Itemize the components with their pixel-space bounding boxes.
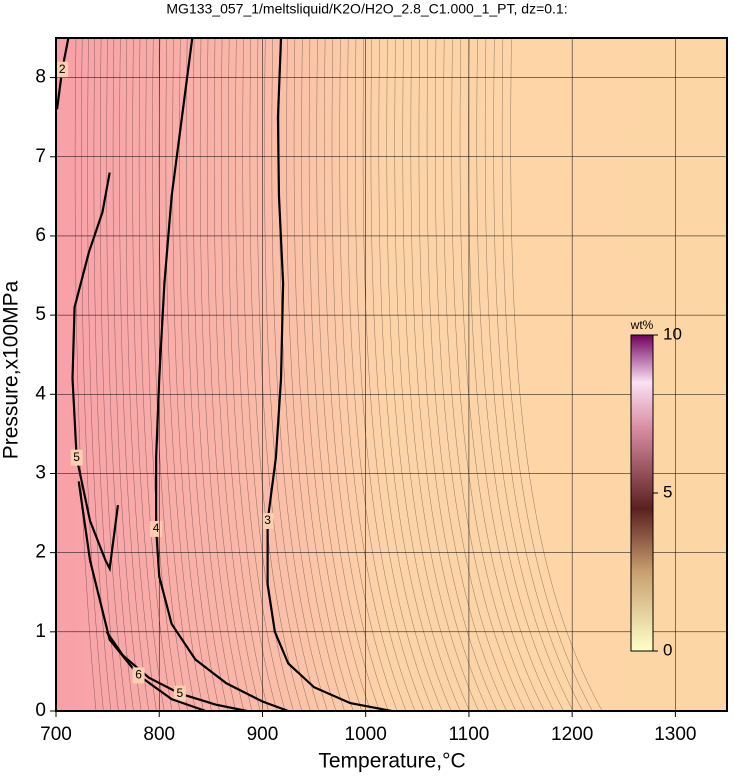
contour-label-bg xyxy=(261,512,274,529)
contour-label: 2 xyxy=(59,62,66,76)
thin-contour xyxy=(468,37,555,712)
contour-label: 3 xyxy=(264,513,271,527)
thin-contour xyxy=(324,37,389,712)
y-tick-label: 3 xyxy=(35,462,46,483)
thin-contour xyxy=(87,37,112,712)
x-tick-label: 700 xyxy=(40,724,72,745)
thin-contour xyxy=(172,37,212,712)
thin-contour xyxy=(228,37,277,712)
thin-contour xyxy=(426,37,507,712)
thin-contour xyxy=(459,37,545,712)
thin-contour xyxy=(435,37,517,712)
thin-contour xyxy=(339,37,407,712)
x-tick-label: 1300 xyxy=(654,724,696,745)
thin-contour xyxy=(119,37,149,712)
thin-contour xyxy=(355,37,425,712)
thin-contour xyxy=(484,37,574,712)
thin-contour xyxy=(235,37,286,712)
plot-frame xyxy=(55,37,728,712)
y-tick-label: 8 xyxy=(35,67,46,88)
x-tick-label: 800 xyxy=(143,724,175,745)
thin-contour xyxy=(193,37,236,712)
thin-contour xyxy=(378,37,452,712)
thin-contour xyxy=(510,37,603,712)
x-tick-label: 1000 xyxy=(345,724,387,745)
y-tick-label: 6 xyxy=(35,225,46,246)
thin-contour xyxy=(293,37,354,712)
x-tick-label: 1100 xyxy=(448,724,489,745)
thin-contour xyxy=(308,37,371,712)
thin-contour xyxy=(206,37,253,712)
thin-contour xyxy=(316,37,380,712)
thin-contour xyxy=(138,37,173,712)
thin-contour xyxy=(100,37,127,712)
plot-background xyxy=(56,38,727,711)
thin-contour xyxy=(249,37,303,712)
y-tick-label: 5 xyxy=(35,304,46,325)
thin-contour xyxy=(214,37,261,712)
thin-contour xyxy=(501,37,593,712)
x-tick-label: 1200 xyxy=(551,724,593,745)
y-tick-label: 2 xyxy=(35,542,46,563)
thin-contour xyxy=(112,37,142,712)
thin-contour xyxy=(418,37,498,712)
thin-contour xyxy=(394,37,470,712)
contour-line xyxy=(77,481,207,713)
contour-label-bg xyxy=(173,685,186,702)
thin-contour xyxy=(186,37,228,712)
thin-contour xyxy=(81,37,104,712)
thin-contour xyxy=(132,37,165,712)
contour-label-bg xyxy=(132,667,145,684)
chart-title: MG133_057_1/meltsliquid/K2O/H2O_2.8_C1.0… xyxy=(166,1,567,17)
colorbar-tick-label: 0 xyxy=(663,640,672,659)
thin-contour xyxy=(402,37,479,712)
thin-contour xyxy=(221,37,269,712)
contour-line xyxy=(71,172,120,573)
contour-label-bg xyxy=(56,61,69,78)
thin-contour xyxy=(286,37,345,712)
colorbar-tick-label: 5 xyxy=(663,482,672,501)
y-axis-label: Pressure,x100MPa xyxy=(0,280,23,459)
thin-contour xyxy=(200,37,245,712)
contour-label: 6 xyxy=(135,668,142,682)
thin-contour xyxy=(362,37,434,712)
thin-contour xyxy=(493,37,583,712)
contour-label: 5 xyxy=(177,686,184,700)
thin-contour xyxy=(165,37,204,712)
thin-contour xyxy=(74,37,97,712)
thin-contour xyxy=(410,37,489,712)
thin-contour xyxy=(271,37,328,712)
thin-contour xyxy=(476,37,564,712)
y-tick-label: 7 xyxy=(35,146,46,167)
thin-contour xyxy=(386,37,461,712)
thin-contour xyxy=(179,37,220,712)
y-tick-label: 1 xyxy=(35,621,46,642)
y-tick-label: 4 xyxy=(35,383,46,404)
thin-contour xyxy=(242,37,294,712)
contour-label: 4 xyxy=(153,521,160,535)
thin-contour xyxy=(443,37,526,712)
contour-label: 5 xyxy=(73,450,80,464)
thin-contour xyxy=(106,37,134,712)
thin-contour xyxy=(347,37,416,712)
x-axis-label: Temperature,°C xyxy=(318,750,465,773)
colorbar-label: wt% xyxy=(630,318,654,332)
contour-label-bg xyxy=(70,449,83,466)
thin-contour xyxy=(451,37,536,712)
y-tick-label: 0 xyxy=(35,700,46,721)
thin-contour xyxy=(301,37,363,712)
thin-contour xyxy=(125,37,157,712)
thin-contour xyxy=(264,37,320,712)
colorbar-tick-label: 10 xyxy=(663,324,682,343)
x-tick-label: 900 xyxy=(247,724,279,745)
colorbar xyxy=(630,334,654,652)
thin-contour xyxy=(331,37,398,712)
thin-contour xyxy=(370,37,443,712)
thin-contour xyxy=(256,37,311,712)
